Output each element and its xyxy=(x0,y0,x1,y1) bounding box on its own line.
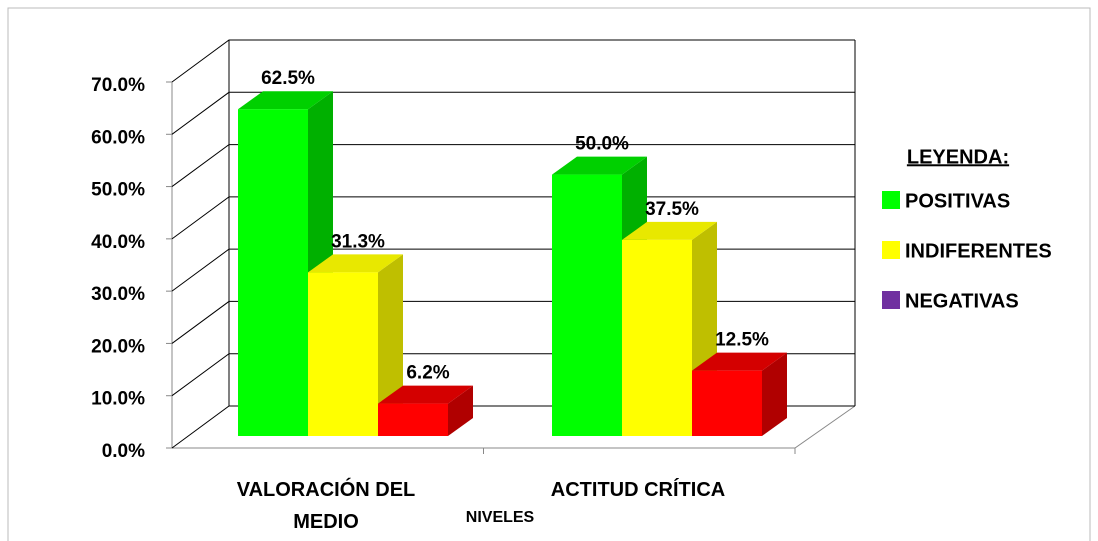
x-tick-label: VALORACIÓN DEL MEDIO xyxy=(236,479,416,533)
bar xyxy=(308,254,403,436)
bar-front xyxy=(622,239,692,436)
grid-line xyxy=(171,144,855,187)
value-label: 31.3% xyxy=(331,231,385,252)
legend-swatch xyxy=(882,191,900,209)
x-tick-label: ACTITUD CRÍTICA xyxy=(550,479,726,501)
bar-top xyxy=(622,221,717,240)
bar xyxy=(378,385,473,436)
y-tick-label: 10.0% xyxy=(91,389,145,410)
legend-label: POSITIVAS xyxy=(905,190,1010,212)
value-label: 62.5% xyxy=(261,68,315,89)
y-tick-label: 0.0% xyxy=(102,441,145,462)
bar-front xyxy=(238,109,308,436)
y-tick-label: 70.0% xyxy=(91,75,145,96)
y-tick-label: 20.0% xyxy=(91,336,145,357)
bar-top xyxy=(238,91,333,110)
bar-top xyxy=(378,385,473,404)
legend-title: LEYENDA: xyxy=(907,146,1009,168)
y-tick-label: 30.0% xyxy=(91,284,145,305)
legend-label: INDIFERENTES xyxy=(905,240,1052,262)
value-label: 37.5% xyxy=(645,199,699,220)
bar-front xyxy=(308,272,378,436)
chart-border xyxy=(7,7,1091,541)
grid-line xyxy=(171,39,855,83)
legend-swatch xyxy=(882,241,900,259)
x-axis-title: NIVELES xyxy=(466,509,535,526)
legend-swatch xyxy=(882,291,900,309)
legend-label: NEGATIVAS xyxy=(905,290,1019,312)
bar-top xyxy=(308,254,403,273)
value-label: 6.2% xyxy=(406,363,449,384)
bar-front xyxy=(552,174,622,437)
bar-side xyxy=(448,385,473,436)
grid-line xyxy=(171,91,855,135)
value-label: 12.5% xyxy=(715,330,769,351)
value-label: 50.0% xyxy=(575,134,629,155)
bar-front xyxy=(692,370,762,436)
bar-top xyxy=(552,156,647,175)
bar-front xyxy=(378,403,448,436)
y-tick-label: 60.0% xyxy=(91,127,145,148)
bar-side xyxy=(762,352,787,436)
bar xyxy=(692,352,787,436)
y-tick-label: 40.0% xyxy=(91,232,145,253)
bar-top xyxy=(692,352,787,371)
y-tick-label: 50.0% xyxy=(91,180,145,201)
